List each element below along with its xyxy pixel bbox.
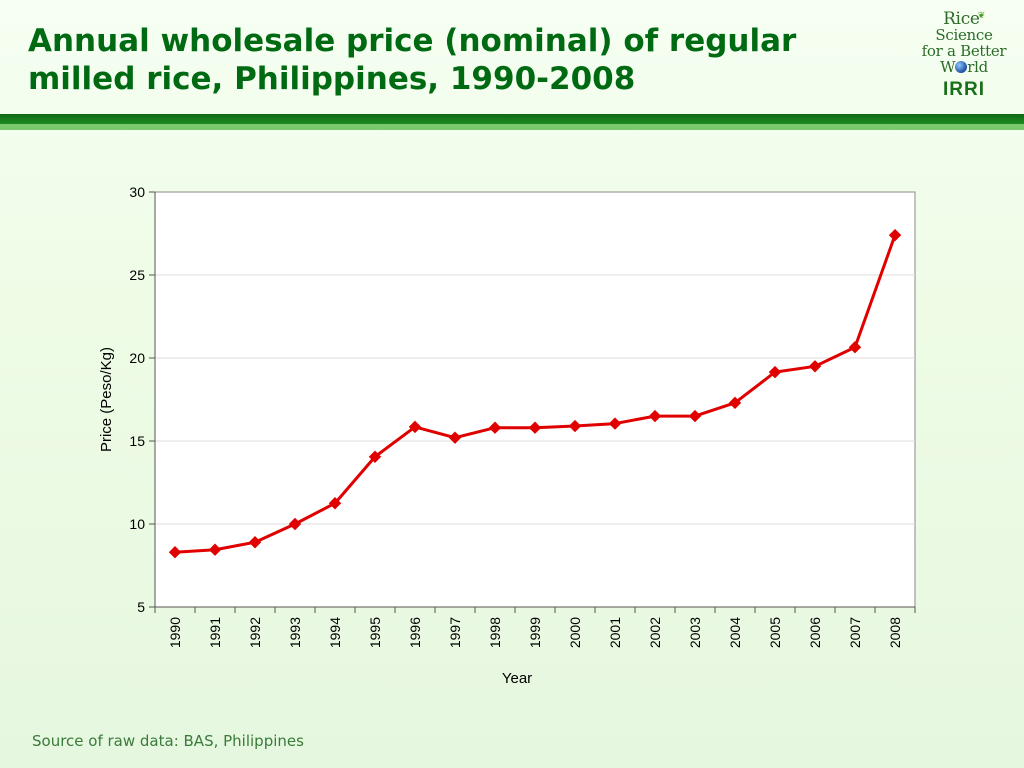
x-tick-label: 1997 [447, 617, 463, 648]
title-line-2: milled rice, Philippines, 1990-2008 [28, 61, 636, 97]
data-point [208, 543, 222, 556]
slide-title: Annual wholesale price (nominal) of regu… [28, 22, 828, 98]
logo-text-rice: Rice❦ [943, 9, 986, 29]
y-tick-label: 15 [129, 433, 145, 449]
logo-text-better: for a Better [921, 42, 1007, 60]
data-point [408, 420, 422, 434]
data-point [168, 546, 182, 559]
x-tick-label: 2000 [567, 617, 583, 648]
data-point [648, 409, 662, 423]
y-tick-label: 10 [129, 516, 145, 532]
x-tick-label: 2002 [647, 617, 663, 648]
x-tick-label: 1994 [327, 617, 343, 648]
data-point [688, 409, 702, 423]
y-tick-label: 5 [137, 599, 145, 615]
x-tick-label: 2005 [767, 617, 783, 648]
logo-irri: IRRI [943, 79, 985, 100]
data-point [768, 365, 782, 379]
data-point [528, 421, 542, 434]
data-point [448, 431, 462, 444]
header-divider [0, 114, 1024, 124]
data-point [248, 536, 262, 549]
data-point [608, 417, 622, 430]
x-axis-title: Year [502, 670, 532, 687]
data-point [728, 396, 742, 410]
data-point [568, 419, 582, 433]
x-tick-label: 1995 [367, 617, 383, 648]
x-tick-label: 1990 [167, 617, 183, 648]
y-axis-title: Price (Peso/Kg) [98, 347, 115, 452]
x-tick-label: 2007 [847, 617, 863, 648]
title-line-1: Annual wholesale price (nominal) of regu… [28, 23, 797, 59]
x-tick-label: 2008 [887, 617, 903, 648]
data-point [808, 360, 822, 373]
price-line-chart: 5 10 15 20 25 30 1990 1991 1992 1993 1994 1995 1996 1… [98, 184, 916, 687]
x-tick-label: 2004 [727, 617, 743, 648]
x-tick-label: 1992 [247, 617, 263, 648]
logo-text-science: Science [935, 26, 993, 44]
x-tick-label: 1998 [487, 617, 503, 648]
plot-area [154, 191, 916, 608]
data-point [488, 421, 502, 434]
y-tick-label: 25 [129, 267, 145, 283]
x-tick-label: 1996 [407, 617, 423, 648]
y-tick-label: 20 [129, 350, 145, 366]
data-point [328, 497, 342, 510]
source-note: Source of raw data: BAS, Philippines [32, 732, 304, 750]
globe-icon [955, 61, 968, 73]
x-tick-label: 1991 [207, 617, 223, 648]
x-tick-label: 2006 [807, 617, 823, 648]
x-tick-label: 2003 [687, 617, 703, 648]
x-tick-label: 2001 [607, 617, 623, 648]
y-tick-label: 30 [129, 184, 145, 200]
data-point [848, 341, 862, 354]
leaf-icon: ❦ [977, 11, 986, 21]
data-point [368, 450, 382, 463]
x-tick-label: 1999 [527, 617, 543, 648]
header-divider-accent [0, 124, 1024, 130]
data-point [888, 228, 902, 242]
x-tick-label: 1993 [287, 617, 303, 648]
data-point [288, 517, 302, 531]
